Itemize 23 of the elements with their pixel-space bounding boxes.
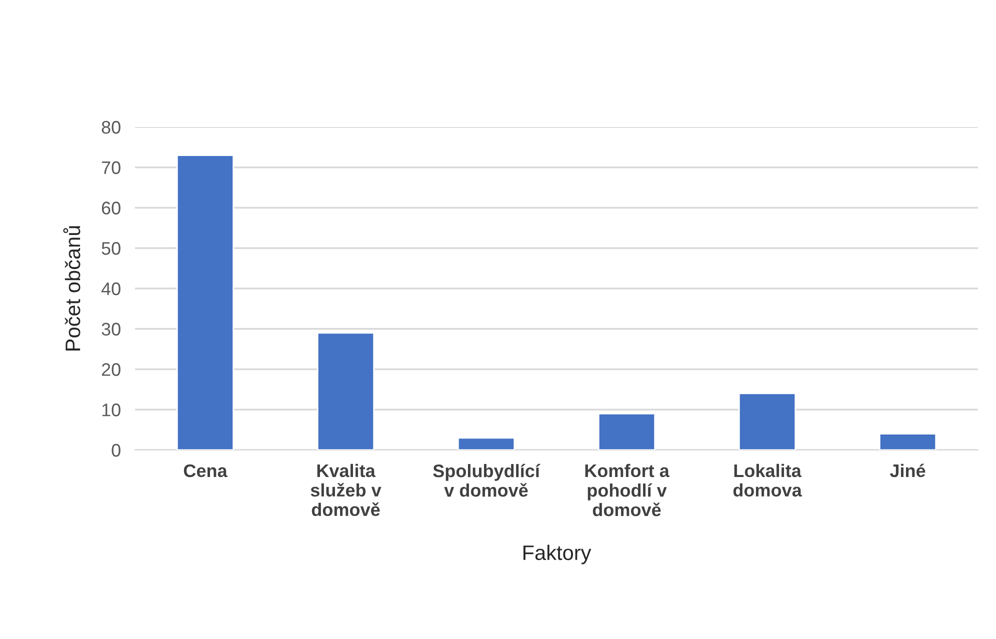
y-tick-label: 30 bbox=[102, 322, 120, 336]
y-tick-label: 70 bbox=[102, 161, 120, 174]
bar bbox=[598, 412, 656, 450]
y-tick-label: 0 bbox=[112, 444, 120, 457]
x-tick-label: Lokalita domova bbox=[733, 464, 802, 497]
x-axis-title: Faktory bbox=[523, 544, 592, 564]
bar bbox=[457, 437, 516, 450]
y-tick-label: 80 bbox=[102, 120, 120, 134]
y-tick-label: 40 bbox=[101, 282, 120, 296]
y-tick-label: 20 bbox=[102, 363, 120, 376]
bar bbox=[316, 332, 375, 450]
x-tick-label: Kvalita služeb v domově bbox=[310, 464, 382, 516]
x-tick-label: Jiné bbox=[890, 464, 926, 478]
x-tick-label: Spolubydlící v domově bbox=[433, 464, 540, 497]
y-tick-label: 60 bbox=[102, 202, 120, 214]
x-tick-label: Cena bbox=[184, 464, 228, 478]
y-axis-title: Počet občanů bbox=[63, 226, 80, 350]
y-tick-label: 50 bbox=[102, 242, 120, 255]
y-tick-label: 10 bbox=[102, 404, 120, 416]
bar bbox=[738, 392, 796, 450]
bar bbox=[878, 433, 937, 450]
bar bbox=[176, 154, 234, 450]
x-tick-label: Komfort a pohodlí v domově bbox=[585, 464, 670, 516]
